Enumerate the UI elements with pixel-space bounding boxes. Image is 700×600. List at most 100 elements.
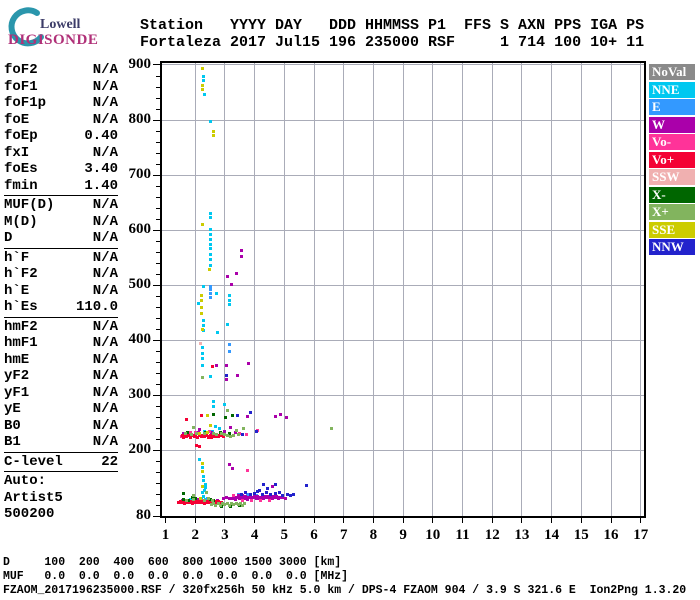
legend-item-sse: SSE bbox=[649, 221, 695, 238]
x-axis-tick bbox=[254, 518, 256, 523]
param-value: N/A bbox=[92, 78, 118, 95]
param-label: yF2 bbox=[4, 368, 30, 384]
legend-item-w: W bbox=[649, 116, 695, 133]
gridline-x bbox=[402, 63, 404, 516]
data-point-w bbox=[223, 430, 227, 434]
y-axis-minor-tick bbox=[156, 86, 160, 88]
x-axis-label: 1 bbox=[161, 527, 170, 543]
x-axis-tick bbox=[432, 518, 434, 523]
data-point-w bbox=[285, 416, 289, 420]
param-value: 1.40 bbox=[84, 177, 118, 194]
data-point-x- bbox=[210, 499, 214, 503]
data-point-w bbox=[229, 425, 233, 429]
y-axis-label: 800 bbox=[128, 111, 152, 127]
data-point-sse bbox=[201, 83, 205, 87]
param-row-fmin: fmin 1.40 bbox=[4, 178, 118, 195]
data-point-x- bbox=[212, 501, 216, 505]
gridline-x bbox=[283, 63, 285, 516]
data-point-e bbox=[227, 342, 231, 346]
data-point-w bbox=[274, 414, 278, 418]
param-row-ye: yE N/A bbox=[4, 401, 118, 418]
y-axis-tick bbox=[153, 119, 160, 121]
legend-item-x-: X- bbox=[649, 186, 695, 203]
legend-item-nnw: NNW bbox=[649, 239, 695, 255]
param-value: N/A bbox=[92, 434, 118, 450]
data-point-x- bbox=[238, 504, 242, 508]
data-point-vo- bbox=[207, 430, 211, 434]
data-point-nnw bbox=[249, 411, 253, 415]
param-row-h-e: h`E N/A bbox=[4, 283, 118, 300]
param-label: Artist5 bbox=[4, 489, 63, 506]
gridline-x bbox=[313, 63, 315, 516]
data-point-x- bbox=[202, 432, 206, 435]
data-point-w bbox=[270, 485, 274, 489]
data-point-e bbox=[236, 492, 240, 496]
logo-text-lowell: Lowell bbox=[40, 17, 81, 32]
data-point-w bbox=[233, 498, 237, 501]
param-row-h-f2: h`F2 N/A bbox=[4, 266, 118, 283]
param-value: N/A bbox=[92, 213, 118, 230]
data-point-nne bbox=[201, 324, 205, 328]
data-point-x- bbox=[210, 502, 214, 506]
data-point-nne bbox=[209, 232, 213, 236]
data-point-w bbox=[230, 496, 234, 500]
data-point-w bbox=[240, 248, 244, 252]
x-axis-tick bbox=[551, 518, 553, 523]
data-point-x- bbox=[202, 498, 206, 502]
data-point-vo- bbox=[217, 435, 221, 439]
data-point-w bbox=[278, 495, 282, 499]
data-point-nne bbox=[208, 216, 212, 220]
y-axis-minor-tick bbox=[156, 97, 160, 99]
y-axis-minor-tick bbox=[156, 504, 160, 506]
data-point-vo- bbox=[189, 430, 193, 434]
data-point-nnw bbox=[257, 488, 261, 492]
y-axis-label: 80 bbox=[136, 507, 151, 523]
data-point-vo- bbox=[197, 445, 201, 449]
data-point-x- bbox=[224, 416, 228, 420]
param-label: MUF(D) bbox=[4, 197, 55, 213]
x-axis-label: 4 bbox=[250, 527, 259, 543]
data-point-nne bbox=[201, 364, 205, 368]
param-row-c-level: C-level 22 bbox=[4, 454, 118, 471]
data-point-x- bbox=[220, 432, 224, 435]
data-point-w bbox=[236, 374, 240, 378]
gridline-y bbox=[162, 449, 644, 451]
data-point-x- bbox=[184, 432, 188, 435]
data-point-sse bbox=[207, 268, 211, 272]
data-point-vo- bbox=[206, 434, 210, 438]
data-point-nnw bbox=[264, 491, 268, 495]
y-axis-minor-tick bbox=[156, 207, 160, 209]
y-axis-minor-tick bbox=[156, 328, 160, 330]
legend-item-nne: NNE bbox=[649, 81, 695, 98]
data-point-nnw bbox=[281, 493, 285, 497]
legend-item-x-: X+ bbox=[649, 204, 695, 220]
data-point-nnw bbox=[240, 433, 244, 437]
data-point-x- bbox=[234, 501, 238, 505]
param-label: fmin bbox=[4, 177, 38, 194]
data-point-nne bbox=[198, 457, 202, 461]
data-point-x- bbox=[207, 497, 211, 501]
data-point-vo- bbox=[189, 500, 193, 504]
data-point-nnw bbox=[305, 483, 309, 487]
data-point-x- bbox=[241, 427, 245, 431]
data-point-sse bbox=[209, 424, 213, 428]
x-axis-tick bbox=[224, 518, 226, 523]
x-axis-tick bbox=[372, 518, 374, 523]
data-point-nnw bbox=[224, 373, 228, 377]
param-label: foEp bbox=[4, 128, 38, 144]
data-point-w bbox=[232, 495, 236, 499]
param-row-b1: B1 N/A bbox=[4, 434, 118, 451]
y-axis-minor-tick bbox=[156, 163, 160, 165]
data-point-nne bbox=[222, 403, 226, 407]
data-point-sse bbox=[201, 223, 205, 226]
param-label: B1 bbox=[4, 434, 21, 450]
data-point-sse bbox=[199, 306, 203, 310]
legend-item-noval: NoVal bbox=[649, 64, 695, 80]
y-axis-label: 200 bbox=[128, 441, 152, 457]
data-point-nne bbox=[202, 92, 206, 96]
y-axis-minor-tick bbox=[156, 427, 160, 429]
param-value: N/A bbox=[92, 401, 118, 417]
param-row-hmf2: hmF2 N/A bbox=[4, 319, 118, 336]
param-row-hme: hmE N/A bbox=[4, 352, 118, 369]
